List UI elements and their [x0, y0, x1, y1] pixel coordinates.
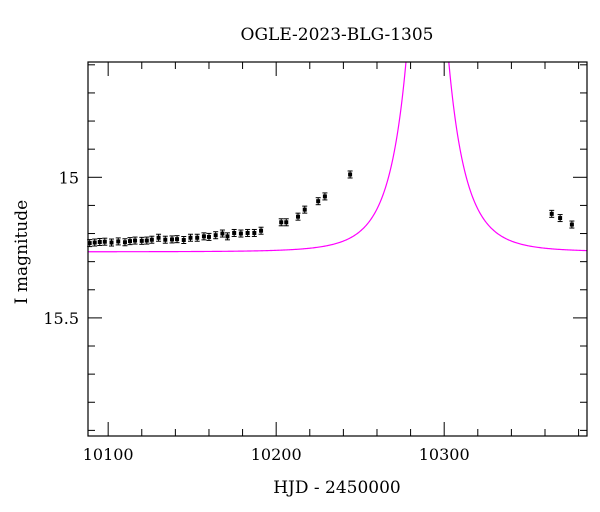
data-point [174, 235, 180, 244]
data-point [245, 228, 251, 237]
data-point [258, 226, 264, 235]
data-point [283, 218, 289, 227]
data-point [278, 218, 284, 227]
data-point [181, 236, 187, 245]
data-marker [279, 220, 284, 225]
data-point [115, 237, 121, 246]
data-marker [195, 235, 200, 240]
data-marker [238, 231, 243, 236]
data-marker [284, 220, 289, 225]
data-marker [170, 237, 175, 242]
data-point [224, 232, 230, 241]
model-curve-group [88, 62, 587, 253]
data-point [92, 238, 98, 247]
data-marker [245, 230, 250, 235]
data-marker [163, 237, 168, 242]
data-marker [206, 234, 211, 239]
data-marker [144, 238, 149, 243]
axis-ticks [88, 62, 587, 436]
data-marker [232, 230, 237, 235]
data-point [122, 238, 128, 247]
data-marker [92, 240, 97, 245]
x-axis-label: HJD - 2450000 [273, 478, 401, 498]
data-marker [252, 230, 257, 235]
data-point [251, 228, 257, 237]
data-marker [102, 239, 107, 244]
data-point [149, 235, 155, 244]
data-point [302, 205, 308, 214]
data-marker [175, 237, 180, 242]
x-tick-label: 10300 [419, 445, 470, 464]
data-marker [139, 238, 144, 243]
data-point [219, 229, 225, 238]
data-point [187, 233, 193, 242]
data-marker [149, 237, 154, 242]
data-marker [97, 239, 102, 244]
data-marker [302, 207, 307, 212]
data-marker [348, 172, 353, 177]
data-point [347, 170, 353, 179]
model-curve [88, 62, 587, 253]
data-point [315, 197, 321, 206]
y-tick-label: 15 [59, 168, 79, 187]
x-tick-label: 10100 [83, 445, 134, 464]
data-point [102, 237, 108, 246]
plot-frame [87, 61, 588, 437]
data-marker [181, 238, 186, 243]
data-marker [558, 216, 563, 221]
y-tick-label: 15.5 [43, 309, 79, 328]
data-marker [549, 211, 554, 216]
data-marker [87, 241, 92, 246]
data-point [194, 233, 200, 242]
axis-tick-labels: 10100 10200 10300 15 15.5 [43, 168, 469, 464]
data-point [213, 231, 219, 240]
data-point [295, 212, 301, 221]
data-marker [128, 239, 133, 244]
data-point [162, 235, 168, 244]
data-point [132, 236, 138, 245]
data-point [144, 236, 150, 245]
data-point [169, 235, 175, 244]
data-marker [296, 214, 301, 219]
data-marker [116, 239, 121, 244]
data-marker [156, 235, 161, 240]
data-point [557, 214, 563, 223]
data-marker [188, 235, 193, 240]
chart-title: OGLE-2023-BLG-1305 [241, 25, 434, 45]
data-marker [133, 238, 138, 243]
data-marker [201, 234, 206, 239]
data-point [97, 237, 103, 246]
data-marker [322, 194, 327, 199]
y-axis-label: I magnitude [12, 200, 32, 304]
data-points [87, 170, 575, 248]
data-marker [569, 222, 574, 227]
data-point [322, 192, 328, 201]
data-point [549, 209, 555, 218]
data-point [569, 220, 575, 229]
x-tick-label: 10200 [251, 445, 302, 464]
data-point [231, 228, 237, 237]
data-point [238, 229, 244, 238]
data-point [139, 236, 145, 245]
data-marker [213, 233, 218, 238]
data-point [156, 233, 162, 242]
data-point [206, 232, 212, 241]
data-marker [316, 199, 321, 204]
data-point [127, 237, 133, 246]
data-marker [259, 228, 264, 233]
data-marker [109, 240, 114, 245]
data-point [201, 232, 207, 241]
data-marker [225, 234, 230, 239]
data-marker [220, 231, 225, 236]
data-marker [122, 240, 127, 245]
data-point [109, 238, 115, 247]
